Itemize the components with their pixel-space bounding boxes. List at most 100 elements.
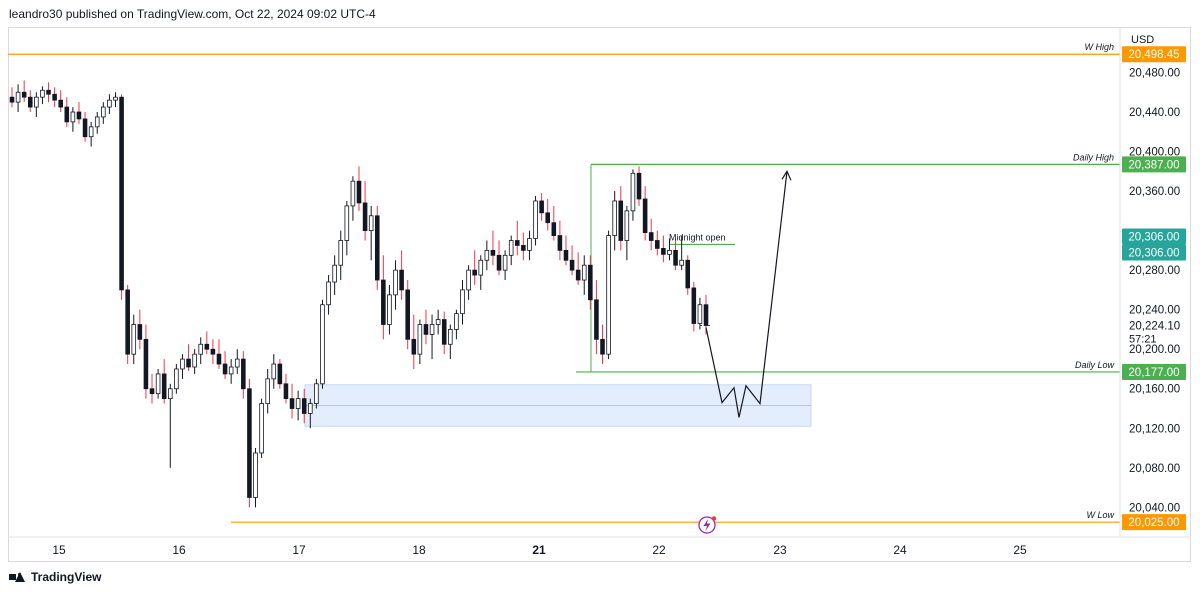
candle [362, 181, 368, 241]
candle-body [624, 210, 630, 241]
level-name-label: W High [1084, 42, 1114, 52]
candle [265, 368, 270, 414]
candle-body [241, 358, 246, 390]
candle-body [174, 368, 179, 390]
candle-body [137, 324, 143, 340]
candle-body [581, 264, 587, 281]
candle-body [490, 249, 496, 256]
candle [113, 92, 118, 108]
candle-body [253, 452, 258, 498]
tradingview-footer[interactable]: TradingView [9, 570, 101, 584]
candle-body [551, 222, 557, 236]
midnight-open-badges: 20,306.00 20,306.00 [1122, 228, 1186, 261]
candle [655, 230, 660, 256]
candle-body [667, 249, 672, 255]
candle-body [630, 172, 636, 212]
candle [435, 309, 441, 335]
candle [594, 280, 599, 355]
candle-body [247, 388, 252, 498]
candle [618, 186, 624, 251]
candle [484, 240, 490, 271]
candle-body [472, 269, 477, 276]
projection-layer [705, 170, 792, 418]
candle [301, 388, 307, 424]
candle [454, 309, 459, 340]
candle [216, 339, 222, 369]
projection-path [705, 171, 788, 418]
candle [76, 102, 82, 124]
candle [131, 314, 137, 365]
candle-body [350, 180, 356, 207]
candle-body [46, 89, 51, 95]
x-tick-label: 23 [773, 543, 787, 557]
price-badge-text: 20,306.00 [1128, 231, 1179, 243]
candle-body [703, 304, 709, 326]
candle-body [125, 289, 130, 355]
candle-body [167, 388, 173, 400]
y-tick-label: 20,080.00 [1129, 463, 1180, 475]
candle [502, 250, 508, 281]
candle [673, 238, 678, 271]
candle [210, 339, 216, 365]
candle [624, 205, 630, 261]
candle-body [393, 269, 398, 296]
candle-body [569, 259, 575, 271]
axes-layer [8, 27, 1191, 538]
candle-body [411, 338, 417, 355]
candle-body [277, 363, 283, 385]
candle [368, 205, 374, 261]
candles-layer [9, 80, 709, 508]
candle-body [234, 358, 240, 368]
tradingview-logo-icon [9, 572, 27, 582]
candle-body [204, 343, 210, 350]
price-badge-bg [1122, 228, 1186, 245]
lightning-icon-bolt [703, 519, 711, 531]
x-tick-label: 22 [652, 543, 666, 557]
midnight-open-label: Midnight open [669, 232, 726, 242]
candle [691, 282, 697, 332]
candle [514, 220, 520, 256]
candle [344, 200, 350, 256]
x-tick-label: 17 [292, 543, 306, 557]
candle-body [107, 99, 112, 108]
candle [241, 351, 246, 399]
candle [174, 364, 179, 394]
candle [381, 255, 386, 340]
candle [569, 245, 575, 276]
candle [125, 284, 130, 365]
candle [277, 359, 283, 389]
candle [326, 275, 331, 315]
candle-body [533, 200, 538, 239]
candle [308, 398, 313, 429]
x-tick-label: 24 [893, 543, 907, 557]
candle [356, 166, 362, 211]
level-name-label: Daily Low [1075, 360, 1115, 370]
candle [167, 383, 173, 468]
candle-body [527, 238, 532, 251]
candle-body [435, 319, 441, 325]
lightning-icon[interactable] [698, 516, 717, 534]
candle-body [679, 259, 684, 266]
candle-body [94, 116, 100, 128]
candle-body [283, 383, 289, 400]
candle [88, 121, 94, 147]
price-badge-text: 20,177.00 [1128, 367, 1179, 379]
candle-body [15, 91, 21, 103]
candle [27, 90, 33, 113]
candle-body [21, 91, 27, 98]
candle [34, 92, 39, 117]
price-badge-text: 20,306.00 [1128, 247, 1179, 259]
candle [15, 84, 21, 113]
candle-body [40, 89, 45, 98]
candle-body [539, 200, 544, 214]
candle [429, 314, 435, 360]
candle-body [563, 249, 569, 261]
candle [253, 448, 258, 508]
candle [545, 198, 551, 231]
candle [642, 186, 648, 241]
y-tick-label: 20,200.00 [1129, 344, 1180, 356]
candle [332, 255, 337, 295]
candle [606, 230, 611, 360]
level-name-label: W Low [1086, 510, 1114, 520]
